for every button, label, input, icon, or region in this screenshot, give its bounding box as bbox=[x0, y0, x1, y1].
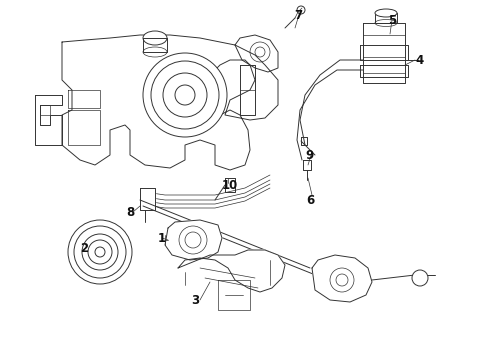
Ellipse shape bbox=[375, 9, 397, 17]
Polygon shape bbox=[165, 220, 222, 260]
Circle shape bbox=[179, 226, 207, 254]
Polygon shape bbox=[360, 65, 408, 77]
Text: 8: 8 bbox=[126, 206, 134, 219]
Polygon shape bbox=[240, 65, 255, 115]
Circle shape bbox=[412, 270, 428, 286]
Text: 2: 2 bbox=[80, 242, 88, 255]
Text: 9: 9 bbox=[306, 149, 314, 162]
Circle shape bbox=[143, 53, 227, 137]
Polygon shape bbox=[235, 35, 278, 72]
Text: 4: 4 bbox=[416, 54, 424, 67]
Circle shape bbox=[68, 220, 132, 284]
Ellipse shape bbox=[143, 31, 167, 45]
Text: 10: 10 bbox=[222, 179, 238, 192]
Polygon shape bbox=[360, 45, 408, 60]
Polygon shape bbox=[143, 38, 167, 52]
Text: 6: 6 bbox=[306, 194, 314, 207]
Text: 5: 5 bbox=[388, 14, 396, 27]
Polygon shape bbox=[363, 23, 405, 83]
Text: 7: 7 bbox=[294, 9, 302, 22]
Polygon shape bbox=[62, 35, 278, 170]
Polygon shape bbox=[140, 188, 155, 210]
Polygon shape bbox=[312, 255, 372, 302]
Polygon shape bbox=[178, 250, 285, 292]
Text: 3: 3 bbox=[191, 293, 199, 306]
Polygon shape bbox=[375, 13, 397, 23]
Text: 1: 1 bbox=[158, 231, 166, 244]
Polygon shape bbox=[35, 95, 62, 145]
